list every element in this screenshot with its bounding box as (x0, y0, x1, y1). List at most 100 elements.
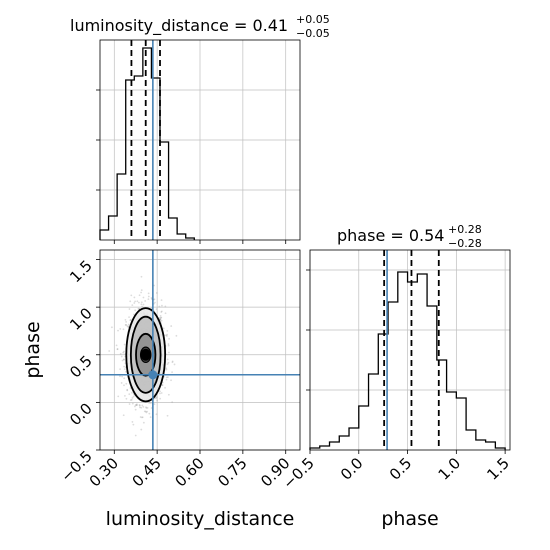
sample-point (160, 392, 163, 394)
sample-point (167, 361, 170, 364)
sample-point (126, 325, 129, 327)
x-phase-tick-label: 0.0 (337, 454, 367, 484)
sample-point (164, 305, 167, 308)
sample-point (148, 412, 151, 415)
sample-point (134, 434, 137, 437)
y-tick-label: 1.5 (66, 257, 96, 287)
sample-point (131, 402, 134, 405)
sample-point (126, 388, 129, 391)
sample-point (122, 414, 125, 417)
panel-2d-posterior: −0.50.00.51.01.50.30 0.45 0.60 0.75 0.90 (57, 249, 301, 490)
sample-point (131, 421, 134, 423)
sample-point (153, 403, 156, 406)
sample-point (125, 323, 128, 326)
sample-point (125, 382, 128, 385)
sample-point (141, 416, 143, 419)
sample-point (140, 275, 143, 278)
sample-point (140, 428, 143, 431)
sample-point (167, 344, 170, 347)
sample-point (171, 401, 174, 404)
sample-point (128, 316, 130, 319)
sample-point (125, 397, 128, 400)
sample-point (158, 305, 161, 308)
sample-point (110, 326, 113, 329)
sample-point (159, 318, 162, 321)
sample-point (136, 404, 138, 407)
sample-point (128, 403, 131, 405)
x-axis-label-luminosity-distance: luminosity_distance (106, 508, 295, 530)
sample-point (124, 394, 126, 397)
sample-point (148, 402, 151, 404)
sample-point (165, 378, 168, 381)
sample-point (171, 371, 173, 373)
sample-point (158, 317, 161, 319)
sample-point (131, 391, 133, 394)
sample-point (137, 307, 140, 310)
panel-luminosity-distance-histogram (96, 39, 301, 244)
sample-point (160, 299, 163, 302)
sample-point (123, 343, 126, 346)
sample-point (122, 358, 125, 361)
sample-point (117, 329, 119, 332)
sample-point (165, 368, 168, 371)
sample-point (139, 406, 141, 409)
sample-point (120, 382, 123, 384)
sample-point (136, 403, 138, 406)
sample-point (131, 397, 134, 399)
axes-frame (99, 39, 301, 241)
sample-point (166, 376, 169, 379)
sample-point (156, 399, 159, 402)
sample-point (133, 302, 136, 304)
sample-point (162, 327, 165, 330)
sample-point (168, 337, 171, 340)
sample-point (144, 300, 147, 302)
sample-point (173, 363, 176, 366)
sample-point (175, 334, 178, 337)
sample-point (165, 367, 168, 370)
sample-point (164, 312, 167, 315)
sample-point (128, 308, 131, 310)
y-axis-label-phase: phase (22, 321, 44, 378)
axes-frame (309, 249, 511, 451)
sample-point (164, 386, 166, 389)
sample-point (137, 301, 140, 304)
sample-point (119, 368, 121, 371)
sample-point (140, 406, 143, 409)
histogram-luminosity-distance (99, 47, 195, 240)
sample-point (161, 384, 164, 386)
panel-phase-histogram: −0.5 0.0 0.5 1.0 1.5 (279, 249, 513, 493)
sample-point (166, 358, 169, 361)
sample-point (165, 334, 167, 337)
sample-point (122, 351, 125, 354)
sample-point (136, 300, 139, 303)
sample-point (167, 393, 170, 396)
sample-point (140, 303, 143, 306)
sample-point (134, 300, 137, 303)
sample-point (139, 416, 142, 418)
sample-point (120, 355, 123, 358)
sample-point (121, 375, 123, 378)
sample-point (171, 360, 174, 363)
sample-point (165, 376, 168, 379)
sample-point (134, 408, 137, 411)
sample-point (127, 323, 130, 326)
y-tick-label: 0.0 (66, 399, 96, 429)
sample-point (130, 398, 133, 401)
y-tick-label: 0.5 (66, 352, 96, 382)
sample-point (159, 397, 162, 400)
sample-point (167, 343, 170, 345)
sample-point (142, 406, 145, 408)
sample-point (167, 351, 170, 354)
title-luminosity-distance: luminosity_distance = 0.41 (70, 16, 288, 36)
sample-point (145, 407, 148, 409)
sample-point (134, 404, 137, 406)
truth-marker (148, 370, 158, 380)
sample-point (123, 377, 126, 380)
sample-point (123, 384, 125, 387)
sample-point (124, 324, 127, 326)
sample-point (161, 384, 163, 387)
sample-point (117, 395, 120, 398)
sample-point (122, 350, 125, 353)
y-tick-label: 1.0 (66, 304, 96, 334)
sample-point (132, 395, 135, 398)
